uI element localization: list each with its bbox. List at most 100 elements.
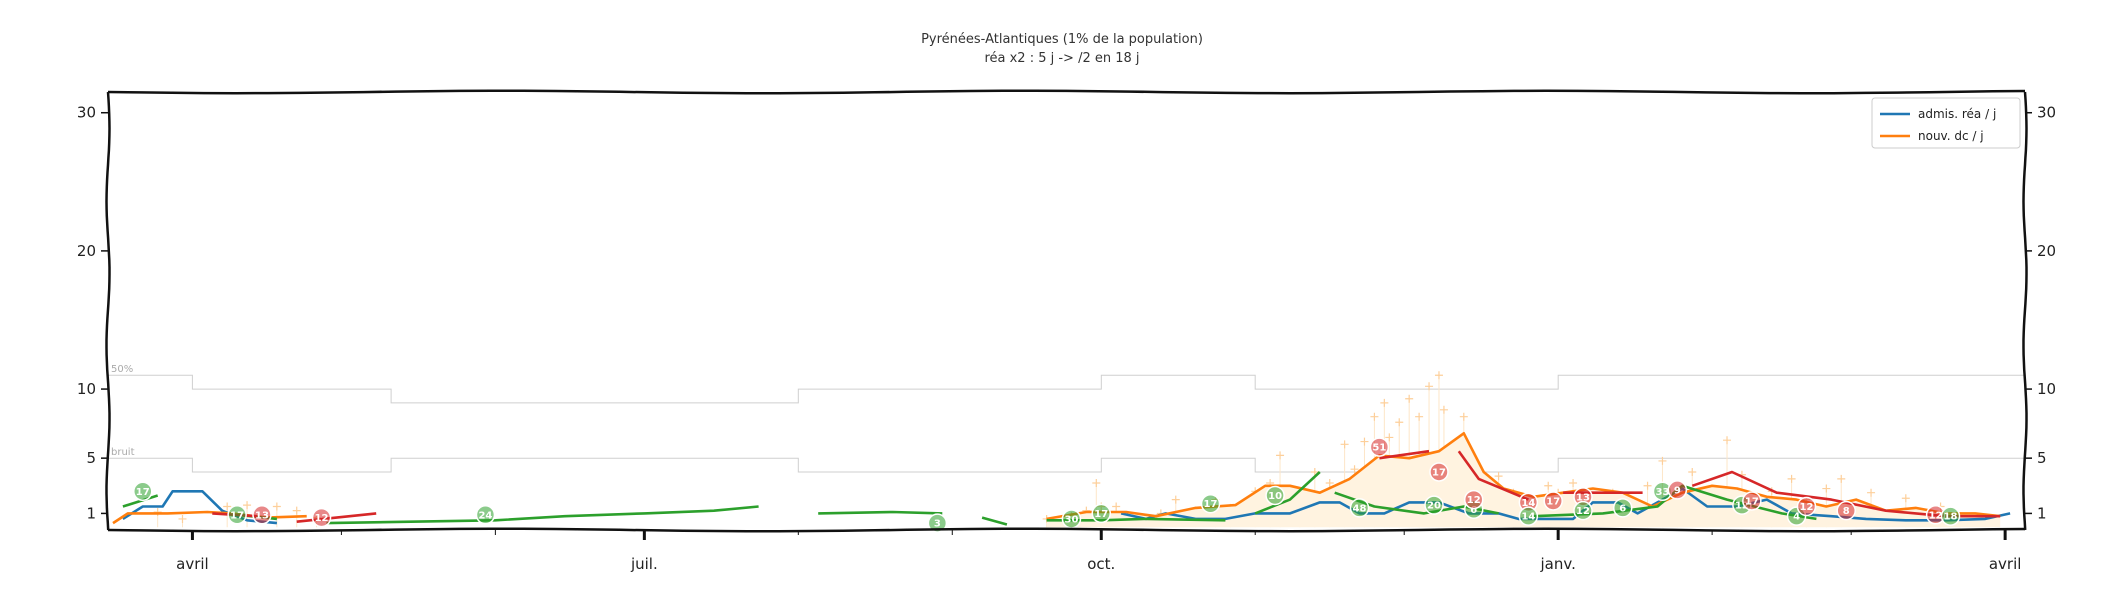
badge-label: 18 <box>1944 512 1958 523</box>
noise-point <box>1569 479 1578 488</box>
y-tick-label-right: 20 <box>2037 242 2056 260</box>
badge-label: 13 <box>1576 492 1590 503</box>
noise-point <box>272 502 281 511</box>
badge-marker <box>927 513 948 533</box>
x-tick-label: avril <box>1989 555 2022 573</box>
badge-label: 13 <box>255 510 269 521</box>
noise-point <box>1171 495 1180 504</box>
frame-bottom <box>107 527 2026 533</box>
y-tick-label-right: 30 <box>2037 104 2056 122</box>
badge-label: 17 <box>136 487 150 498</box>
noise-point <box>1723 436 1732 445</box>
badge-label: 17 <box>1204 499 1218 510</box>
chart-subtitle: réa x2 : 5 j -> /2 en 18 j <box>984 51 1139 66</box>
badge-marker <box>475 505 496 525</box>
noise-point <box>1822 484 1831 493</box>
noise-point <box>1688 467 1697 476</box>
badge-label: 12 <box>1800 502 1814 513</box>
x-tick-label: oct. <box>1087 555 1115 573</box>
noise-point <box>1415 412 1424 421</box>
badge-label: 48 <box>1353 503 1367 514</box>
badge-marker <box>252 505 272 525</box>
badge-marker <box>1463 489 1484 510</box>
series-line <box>112 510 307 525</box>
badge-marker <box>1518 506 1539 526</box>
y-tick-label-right: 10 <box>2037 380 2056 398</box>
badge-label: 51 <box>1372 443 1386 454</box>
trend-line <box>981 516 1008 526</box>
y-tick-label-left: 1 <box>86 504 96 522</box>
trend-line <box>1254 471 1321 515</box>
noise-point <box>1276 451 1285 460</box>
badge-label: 17 <box>1432 467 1446 478</box>
badge-label: 12 <box>1576 506 1590 517</box>
badge-label: 24 <box>478 510 492 521</box>
badge-marker <box>1369 437 1390 457</box>
noise-point <box>1494 472 1503 481</box>
series-line <box>1120 487 2011 522</box>
badge-marker <box>1265 485 1285 506</box>
noise-point <box>1395 418 1404 427</box>
noise-point <box>1459 412 1468 421</box>
y-tick-label-left: 20 <box>77 242 96 260</box>
badge-label: 10 <box>1268 491 1282 502</box>
noise-point <box>1385 433 1394 442</box>
badge-label: 6 <box>1619 503 1626 514</box>
noise-point <box>1658 456 1667 465</box>
noise-point <box>178 514 187 523</box>
badge-marker <box>1940 506 1961 526</box>
noise-point <box>1867 488 1876 497</box>
badge-marker <box>227 505 247 525</box>
y-tick-label-left: 5 <box>86 449 96 467</box>
trend-line <box>296 512 377 523</box>
noise-point <box>1350 465 1359 474</box>
badge-label: 17 <box>1546 496 1560 507</box>
x-tick-label: juil. <box>630 555 658 573</box>
noise-point <box>1439 405 1448 414</box>
badge-label: 9 <box>1674 485 1681 496</box>
badge-label: 20 <box>1427 501 1441 512</box>
trend-line <box>326 505 759 525</box>
frame-top <box>107 89 2026 95</box>
badge-label: 17 <box>230 510 244 521</box>
badge-marker <box>1091 503 1112 524</box>
badge-marker <box>1742 491 1762 511</box>
badge-marker <box>1543 491 1563 511</box>
noise-point <box>153 508 162 517</box>
trend-line <box>1457 450 1529 501</box>
x-tick-label: avril <box>176 555 209 573</box>
badge-marker <box>1424 495 1444 515</box>
noise-point <box>1837 474 1846 483</box>
frame-left <box>105 91 111 531</box>
badge-label: 12 <box>1929 510 1943 521</box>
badge-label: 3 <box>934 519 941 530</box>
noise-point <box>1325 479 1334 488</box>
badge-marker <box>1200 493 1221 514</box>
badge-label: 30 <box>1065 514 1079 525</box>
band-line <box>108 374 2025 404</box>
badge-label: 14 <box>1521 512 1535 523</box>
noise-point <box>1901 494 1910 503</box>
noise-point <box>1310 467 1319 476</box>
badge-marker <box>1573 500 1593 521</box>
badge-label: 12 <box>1735 501 1749 512</box>
noise-point <box>1112 502 1121 511</box>
badge-marker <box>1429 462 1449 482</box>
badge-label: 6 <box>1470 505 1477 516</box>
badge-marker <box>1836 500 1856 521</box>
badge-marker <box>1796 496 1817 517</box>
y-tick-label-left: 10 <box>77 380 96 398</box>
badge-label: 33 <box>1655 487 1669 498</box>
noise-point <box>1340 440 1349 449</box>
noise-point <box>1405 394 1414 403</box>
badge-label: 17 <box>1745 496 1759 507</box>
y-tick-label-right: 1 <box>2037 504 2047 522</box>
noise-point <box>1787 474 1796 483</box>
y-tick-label-right: 5 <box>2037 449 2047 467</box>
noise-point <box>223 502 232 511</box>
noise-point <box>243 501 252 510</box>
band-line <box>108 457 2025 473</box>
badge-marker <box>1612 498 1633 518</box>
trend-line <box>1379 449 1430 460</box>
